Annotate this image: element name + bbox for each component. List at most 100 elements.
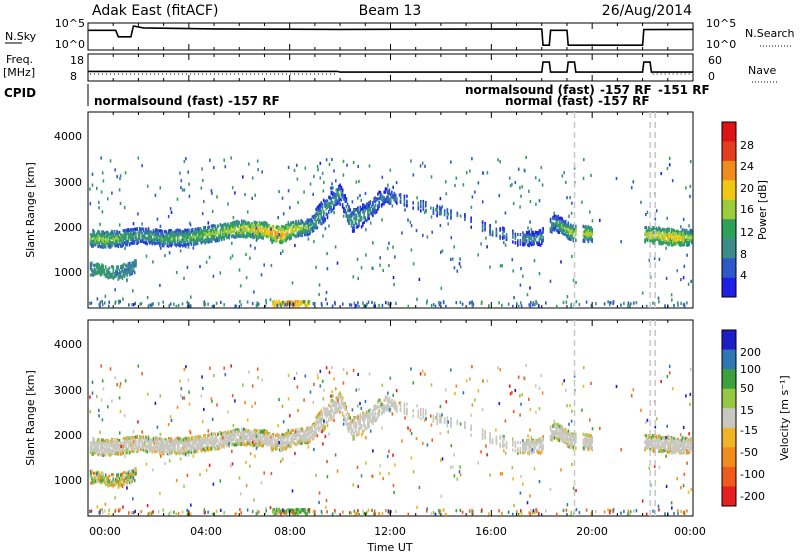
power-cell bbox=[252, 232, 254, 236]
power-cell bbox=[184, 236, 186, 240]
power-cell bbox=[89, 237, 92, 241]
power-cell bbox=[116, 243, 118, 248]
power-cell bbox=[471, 157, 473, 161]
power-cell bbox=[297, 300, 299, 304]
power-cell bbox=[570, 225, 572, 229]
velocity-cell bbox=[232, 433, 234, 437]
velocity-cell bbox=[167, 447, 170, 451]
power-cell bbox=[187, 170, 189, 174]
power-cell bbox=[287, 223, 290, 227]
power-cell bbox=[159, 283, 161, 287]
power-cell bbox=[160, 241, 162, 245]
power-cell bbox=[575, 228, 577, 232]
power-cell bbox=[263, 221, 266, 225]
power-cell bbox=[251, 233, 253, 237]
velocity-cell bbox=[160, 439, 162, 443]
power-cell bbox=[341, 203, 344, 207]
power-cell bbox=[178, 243, 180, 247]
power-cell bbox=[570, 302, 573, 306]
power-cell bbox=[529, 304, 532, 308]
power-cell bbox=[234, 231, 237, 235]
power-cell bbox=[689, 234, 692, 238]
power-cell bbox=[122, 237, 124, 241]
power-cell bbox=[508, 176, 511, 180]
power-cell bbox=[461, 302, 464, 306]
power-cell bbox=[133, 234, 136, 238]
velocity-cell bbox=[207, 446, 209, 450]
power-cell bbox=[346, 208, 349, 212]
power-cell bbox=[91, 241, 93, 245]
power-cell bbox=[232, 225, 234, 229]
noise-right-tick-top: 10^5 bbox=[706, 17, 736, 30]
power-cell bbox=[201, 167, 203, 171]
power-cell bbox=[263, 229, 266, 233]
power-cell bbox=[450, 209, 452, 213]
power-cell bbox=[358, 223, 360, 228]
power-cell bbox=[481, 200, 484, 204]
power-cell bbox=[520, 301, 522, 305]
power-cell bbox=[358, 218, 360, 222]
power-cell bbox=[147, 227, 150, 231]
velocity-cell bbox=[116, 448, 118, 452]
velocity-cell bbox=[232, 438, 234, 442]
power-cell bbox=[568, 214, 570, 218]
power-cell bbox=[363, 304, 366, 308]
power-cell bbox=[147, 235, 150, 239]
power-cell bbox=[346, 217, 349, 221]
power-cell bbox=[542, 227, 544, 231]
power-cell bbox=[191, 235, 194, 239]
power-colorbar-swatch bbox=[722, 238, 736, 259]
power-cell bbox=[96, 265, 98, 270]
power-cell bbox=[325, 297, 327, 301]
velocity-cell bbox=[233, 435, 236, 439]
power-cell bbox=[572, 227, 575, 231]
velocity-cell bbox=[96, 447, 98, 451]
power-cell bbox=[450, 210, 452, 215]
power-cell bbox=[360, 216, 363, 220]
velocity-cell bbox=[164, 449, 166, 453]
power-cell bbox=[123, 267, 126, 272]
power-cell bbox=[310, 227, 312, 231]
velocity-cell bbox=[159, 437, 161, 441]
power-cell bbox=[430, 215, 433, 219]
power-cell bbox=[122, 270, 125, 274]
power-cell bbox=[278, 301, 280, 305]
power-cell bbox=[281, 227, 283, 232]
power-cell bbox=[204, 238, 207, 242]
power-cell bbox=[273, 236, 276, 240]
velocity-cell bbox=[199, 438, 201, 443]
power-cell bbox=[104, 294, 107, 298]
power-cell bbox=[128, 228, 131, 232]
velocity-cell bbox=[126, 439, 128, 444]
power-cell bbox=[558, 229, 561, 233]
power-cell bbox=[388, 188, 391, 192]
power-cell bbox=[280, 237, 282, 241]
power-cell bbox=[102, 233, 104, 237]
velocity-cell bbox=[118, 444, 121, 448]
power-cell bbox=[137, 234, 140, 238]
power-cell bbox=[157, 233, 160, 238]
power-cell bbox=[238, 221, 241, 225]
power-cell bbox=[362, 222, 364, 226]
power-cell bbox=[533, 241, 535, 245]
power-cell bbox=[588, 237, 591, 241]
power-cell bbox=[199, 239, 201, 243]
velocity-cell bbox=[142, 435, 145, 439]
power-cell bbox=[682, 238, 684, 242]
power-cell bbox=[194, 227, 196, 231]
power-cell bbox=[203, 239, 205, 243]
velocity-cell bbox=[106, 438, 108, 442]
velocity-cell bbox=[209, 447, 212, 451]
power-cell bbox=[128, 270, 131, 274]
power-cell bbox=[96, 239, 98, 243]
power-cell bbox=[489, 226, 491, 230]
power-cell bbox=[575, 281, 577, 285]
power-cell bbox=[231, 241, 233, 245]
power-cell bbox=[282, 234, 285, 238]
power-cell bbox=[123, 270, 126, 274]
power-cell bbox=[470, 219, 472, 223]
power-cell bbox=[363, 211, 365, 215]
power-cell bbox=[256, 235, 258, 239]
power-cell bbox=[645, 235, 648, 240]
power-cell bbox=[682, 235, 684, 239]
